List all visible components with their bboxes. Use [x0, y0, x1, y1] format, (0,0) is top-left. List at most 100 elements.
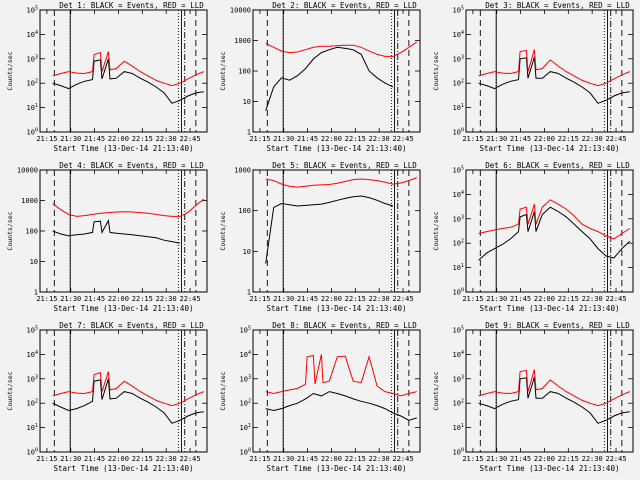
x-tick-label: 21:15 — [462, 135, 483, 143]
events-line — [265, 195, 394, 264]
events-line — [478, 376, 630, 424]
y-tick-label: 101 — [27, 103, 38, 112]
lld-line — [265, 354, 417, 397]
x-tick-label: 22:45 — [605, 295, 626, 303]
y-tick-label: 103 — [453, 214, 464, 223]
chart-title: Det 7: BLACK = Events, RED = LLD — [59, 321, 204, 330]
x-tick-label: 22:30 — [369, 135, 390, 143]
y-tick-label: 104 — [453, 190, 464, 199]
y-tick-label: 1000 — [234, 167, 251, 175]
x-tick-label: 21:45 — [297, 135, 318, 143]
y-tick-label: 100 — [238, 207, 251, 215]
y-axis-label: Counts/sec — [432, 51, 440, 90]
x-tick-label: 22:15 — [132, 135, 153, 143]
chart-title: Det 9: BLACK = Events, RED = LLD — [485, 321, 630, 330]
plot-frame — [252, 169, 421, 293]
y-tick-label: 1 — [247, 289, 251, 297]
x-tick-label: 22:45 — [179, 295, 200, 303]
x-tick-label: 22:15 — [558, 295, 579, 303]
y-tick-label: 102 — [27, 399, 38, 408]
x-tick-label: 22:00 — [108, 455, 129, 463]
y-tick-label: 101 — [453, 263, 464, 272]
y-tick-label: 1 — [34, 289, 38, 297]
y-tick-label: 103 — [27, 54, 38, 63]
chart-panel-7: Det 7: BLACK = Events, RED = LLD Counts/s… — [6, 321, 208, 473]
chart-title: Det 4: BLACK = Events, RED = LLD — [59, 161, 204, 170]
events-line — [52, 219, 181, 244]
x-tick-label: 22:45 — [605, 135, 626, 143]
events-line — [478, 56, 630, 104]
x-tick-label: 21:30 — [60, 455, 81, 463]
x-tick-label: 22:00 — [321, 135, 342, 143]
events-line — [265, 46, 394, 111]
x-tick-label: 21:45 — [510, 135, 531, 143]
x-tick-label: 21:15 — [462, 295, 483, 303]
y-axis-label: Counts/sec — [432, 211, 440, 250]
x-tick-label: 21:45 — [510, 455, 531, 463]
y-axis-label: Counts/sec — [432, 371, 440, 410]
chart-title: Det 8: BLACK = Events, RED = LLD — [272, 321, 417, 330]
x-tick-label: 22:30 — [582, 295, 603, 303]
y-tick-label: 104 — [240, 350, 251, 359]
y-tick-label: 100 — [25, 228, 38, 236]
chart-title: Det 3: BLACK = Events, RED = LLD — [485, 1, 630, 10]
x-tick-label: 21:15 — [249, 295, 270, 303]
x-tick-label: 22:00 — [534, 295, 555, 303]
chart-panel-3: Det 3: BLACK = Events, RED = LLD Counts/s… — [432, 1, 634, 153]
x-tick-label: 22:00 — [321, 455, 342, 463]
x-axis-label: Start Time (13-Dec-14 21:13:40) — [267, 464, 407, 473]
y-axis-label: Counts/sec — [219, 51, 227, 90]
y-tick-label: 102 — [453, 399, 464, 408]
chart-panel-5: Det 5: BLACK = Events, RED = LLD Counts/s… — [219, 161, 421, 313]
y-tick-label: 103 — [453, 54, 464, 63]
y-tick-label: 104 — [27, 350, 38, 359]
x-tick-label: 22:45 — [392, 135, 413, 143]
x-tick-label: 22:45 — [179, 455, 200, 463]
y-axis-label: Counts/sec — [6, 51, 14, 90]
y-tick-label: 1000 — [234, 37, 251, 45]
y-tick-label: 100 — [453, 288, 464, 297]
y-tick-label: 104 — [453, 30, 464, 39]
x-tick-label: 22:00 — [108, 135, 129, 143]
x-tick-label: 21:45 — [84, 135, 105, 143]
x-tick-label: 22:15 — [132, 295, 153, 303]
y-axis-label: Counts/sec — [6, 211, 14, 250]
lld-line — [265, 41, 418, 57]
plot-frame — [465, 169, 634, 293]
x-tick-label: 22:30 — [582, 135, 603, 143]
chart-title: Det 2: BLACK = Events, RED = LLD — [272, 1, 417, 10]
x-axis-label: Start Time (13-Dec-14 21:13:40) — [480, 304, 620, 313]
y-tick-label: 101 — [453, 423, 464, 432]
x-tick-label: 21:45 — [84, 455, 105, 463]
x-axis-label: Start Time (13-Dec-14 21:13:40) — [267, 304, 407, 313]
lld-line — [478, 49, 630, 87]
y-tick-label: 102 — [453, 79, 464, 88]
x-axis-label: Start Time (13-Dec-14 21:13:40) — [54, 464, 194, 473]
plot-frame — [252, 329, 421, 453]
x-tick-label: 22:30 — [369, 295, 390, 303]
y-tick-label: 103 — [240, 374, 251, 383]
y-tick-label: 105 — [240, 326, 251, 335]
y-tick-label: 105 — [453, 326, 464, 335]
y-tick-label: 100 — [27, 128, 38, 137]
x-axis-label: Start Time (13-Dec-14 21:13:40) — [54, 144, 194, 153]
y-tick-label: 105 — [27, 6, 38, 15]
y-tick-label: 100 — [453, 128, 464, 137]
x-tick-label: 21:30 — [273, 295, 294, 303]
events-line — [52, 378, 204, 424]
x-tick-label: 22:00 — [108, 295, 129, 303]
plot-frame — [39, 9, 208, 133]
x-tick-label: 21:15 — [249, 135, 270, 143]
chart-panel-1: Det 1: BLACK = Events, RED = LLD Counts/s… — [6, 1, 208, 153]
y-tick-label: 105 — [27, 326, 38, 335]
x-tick-label: 22:15 — [558, 455, 579, 463]
y-tick-label: 103 — [27, 374, 38, 383]
x-tick-label: 22:30 — [369, 455, 390, 463]
y-tick-label: 102 — [240, 399, 251, 408]
x-tick-label: 21:45 — [510, 295, 531, 303]
y-tick-label: 100 — [240, 448, 251, 457]
y-tick-label: 10 — [243, 98, 251, 106]
x-tick-label: 21:30 — [273, 135, 294, 143]
y-tick-label: 100 — [27, 448, 38, 457]
x-tick-label: 22:45 — [392, 455, 413, 463]
